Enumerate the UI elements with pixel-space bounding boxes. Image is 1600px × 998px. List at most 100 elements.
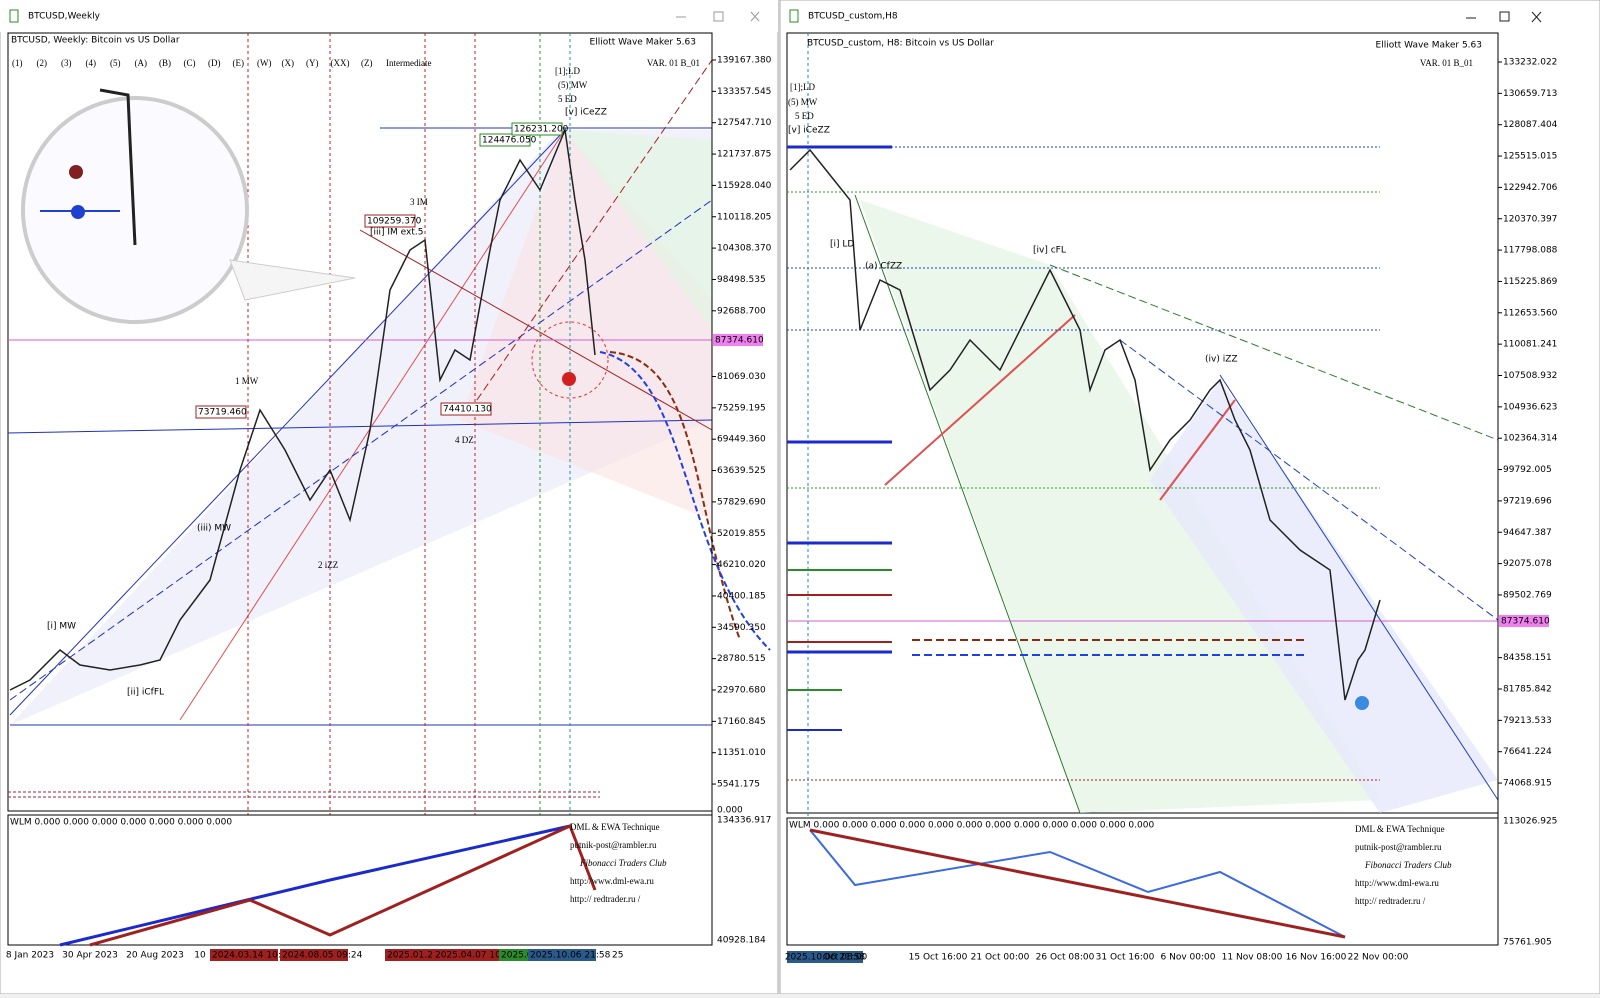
price-tick-label: 52019.855	[717, 529, 766, 539]
date-marker: 2025.01.2	[387, 951, 433, 961]
price-tick-label: 98498.535	[717, 275, 766, 285]
current-price: 87374.610	[1501, 617, 1550, 627]
wave-label: (iii) MW	[197, 524, 231, 534]
price-tag	[1499, 615, 1549, 627]
date-tag	[210, 949, 278, 961]
price-tick-label: 99792.005	[1503, 465, 1552, 475]
degree-button[interactable]: (E)	[233, 58, 245, 68]
price-tick-label: 69449.360	[717, 435, 766, 445]
footer-text: http://www.dml-ewa.ru	[570, 876, 654, 886]
price-tick-label: 34590.350	[717, 623, 766, 633]
footer-text: DML & EWA Technique	[1355, 824, 1445, 834]
variant-label: VAR. 01 B_01	[647, 58, 700, 68]
degree-button[interactable]: (4)	[86, 58, 97, 68]
degree-button[interactable]: (W)	[257, 58, 272, 68]
footer-text: putnik-post@rambler.ru	[1355, 842, 1442, 852]
date-marker: 2024.08.05 09:24	[282, 951, 363, 961]
magnified-price	[99, 88, 137, 246]
indicator-tick-label: 113026.925	[1503, 817, 1557, 827]
price-box-label: 74410.130	[443, 405, 492, 415]
wave-label: [iii] IM ext.5	[370, 228, 424, 238]
price-tick-label: 63639.525	[717, 466, 766, 476]
date-marker: 2025.10.06 21:58	[785, 953, 866, 963]
wave-label: [i] LD	[830, 240, 854, 250]
footer-text: http:// redtrader.ru /	[1355, 896, 1426, 906]
degree-button[interactable]: (D)	[208, 58, 221, 68]
price-tick-label: 76641.224	[1503, 747, 1552, 757]
plugin-label: Elliott Wave Maker 5.63	[1376, 41, 1482, 51]
degree-button[interactable]: (2)	[37, 58, 48, 68]
highlight	[531, 321, 609, 399]
wave-label: (iv) iZZ	[1205, 355, 1238, 365]
date-marker: 25	[612, 951, 623, 961]
marker	[71, 205, 85, 219]
degree-button[interactable]: (Y)	[306, 58, 319, 68]
window-controls[interactable]	[1466, 11, 1542, 23]
price-tick-label: 75259.195	[717, 403, 766, 413]
wave-label: (5) MW	[788, 97, 818, 107]
wave-label: [v] iCeZZ	[565, 108, 607, 118]
time-label: 21 Oct 00:00	[971, 953, 1030, 963]
degree-button[interactable]: (B)	[159, 58, 171, 68]
marker	[562, 372, 576, 386]
price-path	[9, 127, 596, 691]
wave-label: (5) MW	[558, 80, 588, 90]
footer-text: DML & EWA Technique	[570, 822, 660, 832]
degree-button[interactable]: (A)	[135, 58, 148, 68]
wave-label: 5 ED	[795, 111, 814, 121]
indicator-panel	[7, 814, 713, 946]
price-tick-label: 120370.397	[1503, 214, 1557, 224]
price-tick-label: 125515.015	[1503, 152, 1557, 162]
wave-lines	[787, 33, 1499, 945]
date-marker: 2025.04.07 10:04	[435, 951, 516, 961]
indicator-line	[809, 828, 1346, 939]
price-box-label: 109259.370	[367, 217, 422, 227]
price-tick-label: 107508.932	[1503, 371, 1557, 381]
degree-button[interactable]: (C)	[184, 58, 196, 68]
price-tick-label: 94647.387	[1503, 528, 1552, 538]
time-label: 16 Nov 16:00	[1286, 953, 1347, 963]
wave-label: [iv] cFL	[1033, 246, 1066, 256]
degree-button[interactable]: (XX)	[331, 58, 350, 68]
wave-label: 4 DZ	[455, 435, 474, 445]
indicator-line	[89, 823, 597, 947]
zero-tick: 0.000	[717, 806, 743, 816]
wave-lines	[7, 33, 713, 945]
degree-button[interactable]: (X)	[282, 58, 295, 68]
footer-text: putnik-post@rambler.ru	[570, 840, 657, 850]
price-tick-label: 104308.370	[717, 244, 772, 254]
price-tick-label: 22970.680	[717, 686, 766, 696]
price-tick-label: 127547.710	[717, 118, 772, 128]
footer-text: Fibonacci Traders Club	[579, 858, 667, 868]
price-tick-label: 104936.623	[1503, 402, 1557, 412]
window-title: BTCUSD_custom,H8	[808, 12, 898, 22]
price-tick-label: 112653.560	[1503, 308, 1558, 318]
degree-button[interactable]: (5)	[110, 58, 121, 68]
price-tick-label: 46210.020	[717, 560, 766, 570]
degree-button[interactable]: (3)	[61, 58, 72, 68]
degree-button[interactable]: (1)	[12, 58, 23, 68]
time-label: 20 Aug 2023	[126, 951, 184, 961]
window-controls[interactable]	[676, 11, 760, 22]
window-title: BTCUSD,Weekly	[28, 12, 101, 22]
chart-header: BTCUSD, Weekly: Bitcoin vs US Dollar	[11, 36, 180, 46]
price-box	[364, 214, 416, 228]
channel	[860, 200, 1380, 813]
wave-label: 3 IM	[410, 197, 428, 207]
degree-button[interactable]: (Z)	[361, 58, 373, 68]
price-box	[195, 405, 247, 419]
price-tick-label: 74068.915	[1503, 779, 1552, 789]
footer-text: http:// redtrader.ru /	[570, 894, 641, 904]
wave-label: 1 MW	[235, 376, 259, 386]
arrow	[599, 351, 771, 651]
price-tick-label: 11351.010	[717, 748, 766, 758]
wave-label: 2 iZZ	[318, 560, 338, 570]
price-tick-label: 5541.175	[717, 780, 760, 790]
price-tick-label: 130659.713	[1503, 89, 1557, 99]
price-tick-label: 84358.151	[1503, 653, 1552, 663]
price-tick-label: 110081.241	[1503, 340, 1557, 350]
wave-label: [1];LD	[790, 82, 815, 92]
price-tick-label: 17160.845	[717, 717, 766, 727]
